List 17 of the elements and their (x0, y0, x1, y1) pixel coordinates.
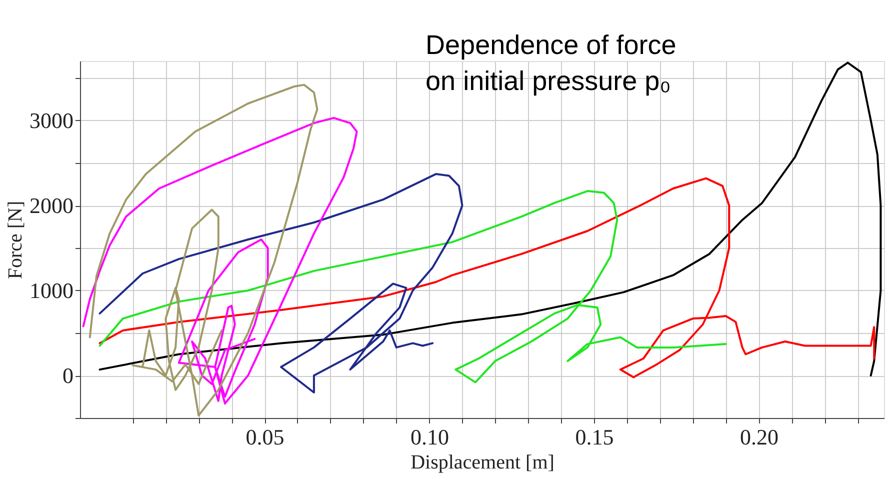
line-series (98, 173, 464, 394)
x-tick-label: 0.20 (740, 424, 779, 450)
annotation: Dependence of force on initial pressure p₀ (426, 30, 676, 96)
line-series (82, 116, 358, 405)
y-tick-label: 0 (62, 363, 74, 388)
line-series (88, 84, 318, 416)
x-axis-title: Displacement [m] (410, 452, 554, 474)
x-tick-label: 0.15 (575, 424, 614, 450)
y-tick-label: 2000 (30, 193, 74, 218)
line-series (98, 177, 876, 378)
line-series (98, 62, 882, 376)
y-tick-label: 3000 (30, 108, 74, 133)
x-tick-label: 0.05 (246, 424, 284, 450)
x-tick-label: 0.10 (410, 424, 450, 450)
line-series (98, 190, 727, 384)
y-tick-label: 1000 (30, 278, 74, 303)
y-axis-title: Force [N] (4, 200, 26, 280)
